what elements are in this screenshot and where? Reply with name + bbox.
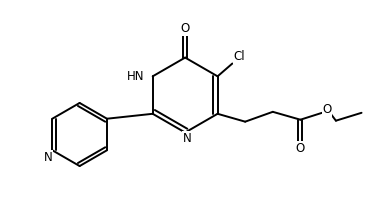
Text: Cl: Cl xyxy=(233,50,245,63)
Text: O: O xyxy=(322,103,332,116)
Text: O: O xyxy=(180,23,190,35)
Text: N: N xyxy=(183,132,191,145)
Text: O: O xyxy=(296,142,305,155)
Text: HN: HN xyxy=(127,70,145,83)
Text: N: N xyxy=(44,151,53,164)
